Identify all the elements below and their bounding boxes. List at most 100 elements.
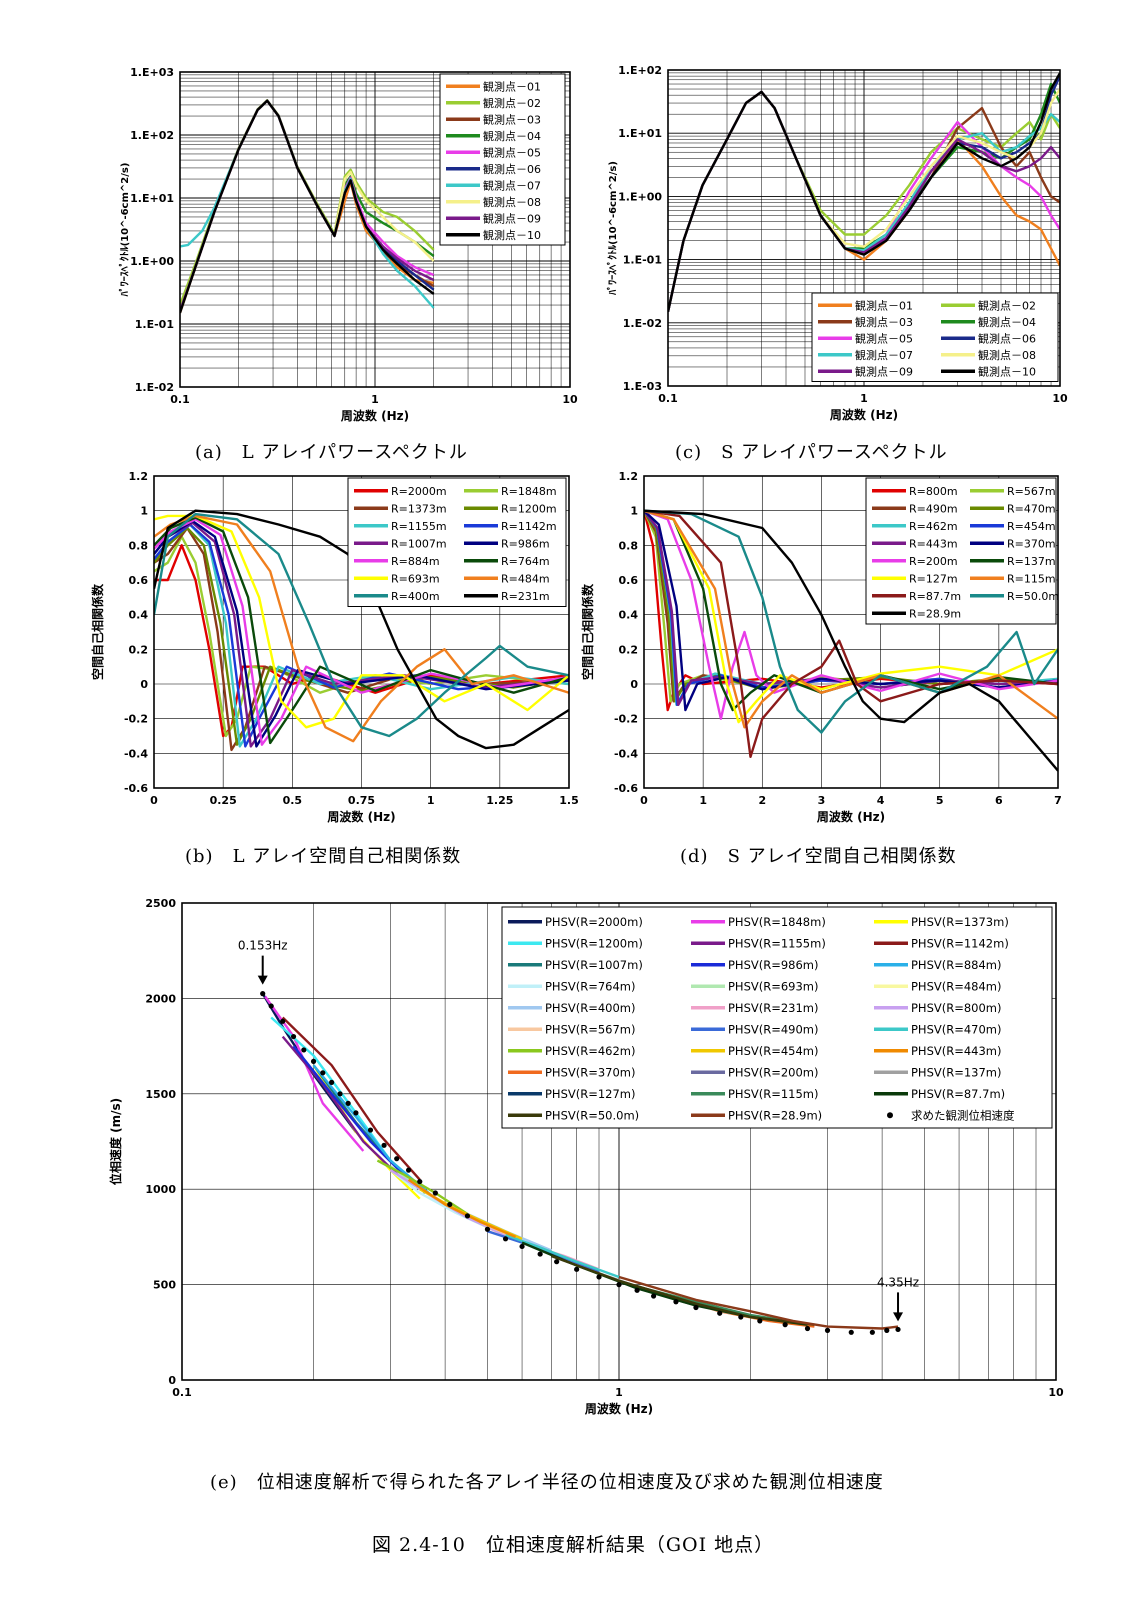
legend-label: 観測点－10: [483, 228, 541, 242]
legend-item: R=1007m: [354, 537, 447, 550]
legend-item: PHSV(R=567m): [508, 1022, 636, 1036]
legend-item: 観測点－05: [818, 331, 913, 345]
series-group-d: [644, 509, 1058, 772]
legend-item: 観測点－03: [446, 112, 541, 126]
series-line: [407, 1178, 517, 1239]
legend-label: 観測点－07: [855, 348, 913, 362]
legend-item: PHSV(R=454m): [691, 1044, 819, 1058]
data-point: [301, 1047, 307, 1053]
legend-item: PHSV(R=28.9m): [691, 1108, 822, 1122]
plot-frame-a: [179, 71, 571, 388]
legend-item: PHSV(R=470m): [874, 1022, 1002, 1036]
legend-item: PHSV(R=87.7m): [874, 1087, 1005, 1101]
caption-b: (b) L アレイ空間自己相関係数: [185, 846, 462, 867]
x-tick-label: 6: [995, 794, 1003, 807]
legend-label: R=484m: [501, 572, 550, 585]
legend-label: PHSV(R=470m): [911, 1022, 1002, 1036]
legend-label: R=986m: [501, 537, 550, 550]
legend-label: PHSV(R=1007m): [545, 958, 643, 972]
series-group-b: [154, 509, 569, 752]
series-line: [180, 99, 435, 312]
data-point: [824, 1327, 831, 1333]
legend-item: PHSV(R=1373m): [874, 915, 1009, 929]
x-tick-label: 0.1: [658, 392, 678, 405]
legend-label: R=400m: [391, 590, 440, 603]
legend-label: R=28.9m: [909, 607, 961, 620]
series-line: [644, 509, 1058, 712]
legend-item: 観測点－09: [446, 211, 541, 225]
legend-item: 観測点－09: [818, 364, 913, 378]
x-tick-label: 5: [936, 794, 944, 807]
series-line: [312, 1064, 437, 1200]
legend-label: R=200m: [909, 555, 958, 568]
series-line: [281, 1016, 421, 1181]
data-point: [673, 1299, 679, 1305]
series-line: [264, 995, 365, 1152]
legend-item: PHSV(R=490m): [691, 1022, 819, 1036]
y-axis-label: 空間自己相関係数: [580, 583, 595, 680]
legend-label: PHSV(R=28.9m): [728, 1108, 822, 1122]
legend-item: R=462m: [872, 520, 958, 533]
legend-item: 観測点－10: [941, 364, 1036, 378]
legend-label: R=462m: [909, 520, 958, 533]
legend-item: R=50.0m: [970, 590, 1059, 603]
legend-label: 観測点－03: [855, 315, 913, 329]
data-point: [738, 1314, 744, 1320]
x-tick-label: 1: [427, 794, 435, 807]
legend-item: 観測点－06: [446, 162, 541, 176]
legend-item: PHSV(R=1007m): [508, 958, 643, 972]
legend-item: R=1155m: [354, 520, 447, 533]
legend-label: R=470m: [1007, 502, 1056, 515]
y-tick-label: 1000: [145, 1183, 176, 1196]
x-tick-label: 0.1: [170, 393, 190, 406]
y-tick-label: -0.4: [124, 747, 148, 760]
data-point: [381, 1142, 387, 1148]
legend-label: PHSV(R=370m): [545, 1065, 636, 1079]
data-point: [345, 1100, 351, 1106]
y-tick-label: 1.E-01: [135, 318, 174, 331]
legend-label: R=231m: [501, 590, 550, 603]
legend-label: 観測点－03: [483, 112, 541, 126]
x-axis-label: 周波数 (Hz): [585, 1401, 653, 1416]
y-tick-label: 1.E+02: [618, 64, 662, 77]
legend-item: 観測点－04: [941, 315, 1036, 329]
data-point: [447, 1201, 453, 1208]
legend-label: 観測点－02: [483, 96, 541, 110]
legend-label: PHSV(R=137m): [911, 1065, 1002, 1079]
y-tick-label: 1: [630, 505, 638, 518]
legend-item: R=484m: [464, 572, 550, 585]
legend-item: PHSV(R=764m): [508, 979, 636, 993]
x-tick-label: 2: [758, 794, 766, 807]
y-tick-label: 0: [140, 678, 148, 691]
x-tick-label: 0: [150, 794, 158, 807]
legend-item: R=693m: [354, 572, 440, 585]
series-line: [644, 509, 1058, 758]
annotation: 0.153Hz: [238, 939, 288, 985]
y-tick-label: -0.6: [124, 782, 148, 795]
legend-label: PHSV(R=884m): [911, 958, 1002, 972]
legend-item: 求めた観測位相速度: [887, 1108, 1015, 1122]
legend-item: 観測点－07: [446, 178, 541, 192]
data-point: [895, 1326, 901, 1333]
legend-item: PHSV(R=1848m): [691, 915, 826, 929]
data-point: [320, 1070, 326, 1076]
legend-item: PHSV(R=800m): [874, 1001, 1002, 1015]
legend-label: PHSV(R=986m): [728, 958, 819, 972]
legend-label: 観測点－09: [483, 211, 541, 225]
data-point: [310, 1058, 317, 1064]
legend-item: 観測点－02: [941, 298, 1036, 312]
data-point: [353, 1110, 359, 1116]
legend-item: R=1200m: [464, 502, 557, 515]
y-tick-label: 1.E+01: [618, 127, 662, 140]
data-point: [884, 1327, 890, 1333]
x-tick-label: 1.25: [486, 794, 513, 807]
legend-d: R=800m R=567m R=490m R=470m R=462m R=454m R=44…: [865, 477, 1059, 625]
series-line: [154, 512, 569, 738]
legend-item: R=1848m: [464, 485, 557, 498]
legend-label: R=764m: [501, 555, 550, 568]
legend-item: R=443m: [872, 537, 958, 550]
legend-item: R=370m: [970, 537, 1056, 550]
legend-item: 観測点－08: [446, 195, 541, 209]
chart-a: 0.1 1 10 1.E-02 1.E-01 1.E+00 1.E+01 1.E+02 1.E+…: [118, 66, 578, 423]
legend-label: R=1155m: [391, 520, 447, 533]
